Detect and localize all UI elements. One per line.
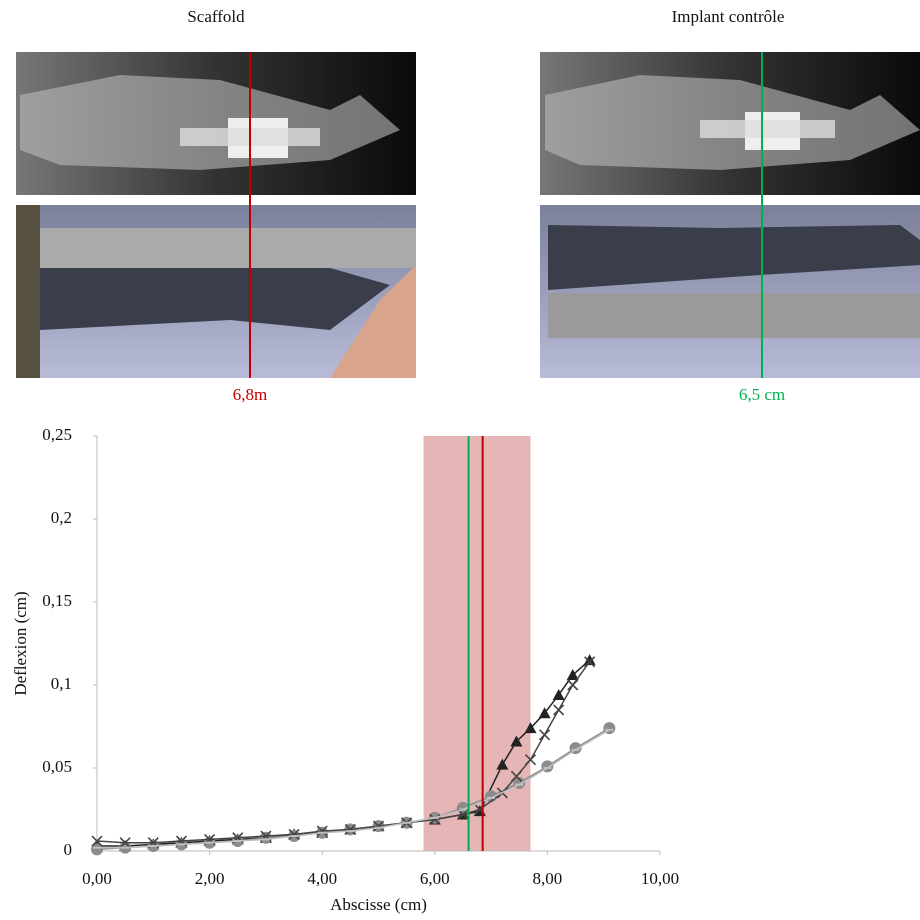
panel-caption: 6,5 cm	[739, 385, 785, 404]
marker	[372, 820, 385, 832]
marker	[91, 835, 103, 847]
y-tick-label: 0,1	[51, 674, 72, 693]
y-tick-label: 0,25	[42, 425, 72, 444]
photo-right	[540, 205, 920, 378]
x-tick-label: 2,00	[195, 869, 225, 888]
series-line	[96, 661, 591, 844]
photo-left	[16, 205, 416, 378]
y-tick-label: 0,05	[42, 757, 72, 776]
xray-left	[16, 52, 416, 195]
panel-title: Implant contrôle	[672, 7, 785, 26]
marker	[538, 707, 551, 719]
x-tick-label: 0,00	[82, 869, 112, 888]
marker	[566, 669, 579, 681]
marker	[510, 735, 523, 747]
marker	[119, 837, 131, 849]
marker	[288, 828, 300, 840]
y-tick-label: 0,15	[42, 591, 72, 610]
x-tick-label: 10,00	[641, 869, 679, 888]
marker	[259, 831, 272, 844]
series-line	[97, 729, 610, 849]
marker	[552, 688, 565, 700]
x-tick-label: 8,00	[533, 869, 563, 888]
y-tick-label: 0,2	[51, 508, 72, 527]
marker	[524, 754, 537, 766]
y-tick-label: 0	[64, 840, 73, 859]
x-axis-title: Abscisse (cm)	[330, 895, 427, 914]
marker	[539, 729, 551, 741]
panel-caption: 6,8m	[233, 385, 267, 404]
marker	[91, 843, 103, 856]
marker	[553, 704, 565, 716]
marker	[344, 823, 356, 835]
panel-title: Scaffold	[187, 7, 245, 26]
marker	[584, 656, 596, 668]
xray-right	[540, 52, 920, 195]
marker	[316, 825, 328, 837]
x-tick-label: 4,00	[307, 869, 337, 888]
marker	[510, 770, 523, 782]
band	[423, 436, 531, 851]
marker	[496, 758, 509, 770]
marker	[583, 654, 596, 666]
y-axis-title: Deflexion (cm)	[11, 591, 30, 695]
marker	[567, 679, 579, 691]
x-tick-label: 6,00	[420, 869, 450, 888]
marker	[524, 722, 537, 734]
